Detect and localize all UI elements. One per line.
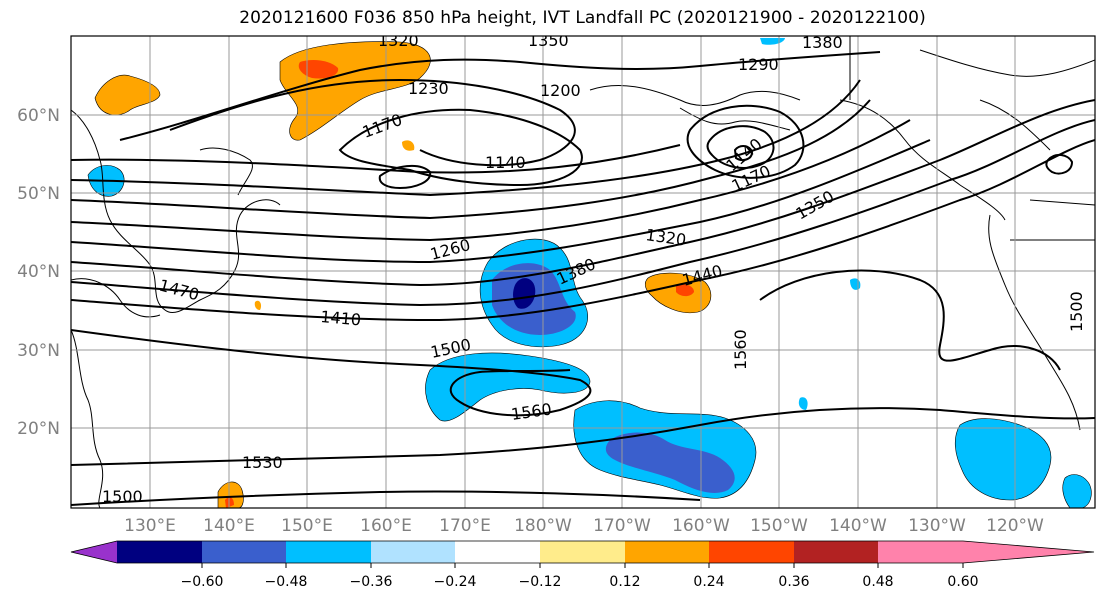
- contour-label-1530: 1530: [242, 453, 283, 472]
- lon-label-130e: 130°E: [124, 516, 176, 536]
- contour-label-1290: 1290: [738, 55, 779, 74]
- colorbar-segment: [455, 541, 540, 563]
- contour-label-1410: 1410: [320, 307, 362, 329]
- height-contours: [71, 51, 1095, 506]
- colorbar-tick-label: 0.60: [947, 574, 978, 590]
- colorbar-segment: [371, 541, 455, 563]
- lon-label-140w: 140°W: [829, 516, 887, 536]
- lon-label-160w: 160°W: [672, 516, 730, 536]
- map-title: 2020121600 F036 850 hPa height, IVT Land…: [239, 8, 926, 28]
- contour-label-1200: 1200: [540, 81, 581, 100]
- lon-label-170w: 170°W: [593, 516, 651, 536]
- contour-label-1140: 1140: [485, 153, 526, 172]
- contour-label-1320: 1320: [378, 31, 419, 50]
- contour-label-1380: 1380: [802, 33, 843, 52]
- lat-lon-grid: [71, 36, 1095, 508]
- colorbar-segment: [202, 541, 286, 563]
- colorbar-tick-label: −0.12: [519, 574, 562, 590]
- colorbar-tick-label: 0.12: [609, 574, 640, 590]
- lon-label-160e: 160°E: [360, 516, 412, 536]
- colorbar-ticks: [201, 563, 964, 568]
- contour-label-1500-east: 1500: [1067, 291, 1086, 332]
- lat-label-60n: 60°N: [17, 106, 60, 126]
- colorbar-arrow-over: [963, 541, 1094, 563]
- colorbar-segment: [878, 541, 963, 563]
- colorbar-tick-label: −0.60: [181, 574, 224, 590]
- colorbar-tick-label: −0.48: [265, 574, 308, 590]
- contour-label-1500-sw: 1500: [102, 487, 143, 506]
- lon-label-120w: 120°W: [986, 516, 1044, 536]
- map-frame: [70, 35, 1096, 509]
- colorbar-segment: [540, 541, 625, 563]
- lat-label-20n: 20°N: [17, 419, 60, 439]
- lat-label-40n: 40°N: [17, 262, 60, 282]
- lon-label-130w: 130°W: [908, 516, 966, 536]
- lon-label-150w: 150°W: [750, 516, 808, 536]
- colorbar-segment: [117, 541, 202, 563]
- longitude-labels: 130°E 140°E 150°E 160°E 170°E 180°W 170°…: [124, 516, 1044, 536]
- lon-label-150e: 150°E: [281, 516, 333, 536]
- coastlines: [71, 36, 1095, 508]
- colorbar-segment: [709, 541, 794, 563]
- contour-label-1230: 1230: [408, 79, 449, 98]
- lon-label-140e: 140°E: [203, 516, 255, 536]
- lon-label-180w: 180°W: [514, 516, 572, 536]
- colorbar: −0.60 −0.48 −0.36 −0.24 −0.12 0.12 0.24 …: [70, 540, 1095, 590]
- lat-label-50n: 50°N: [17, 184, 60, 204]
- colorbar-tick-label: 0.48: [862, 574, 893, 590]
- colorbar-arrow-under: [71, 541, 117, 563]
- colorbar-segment: [625, 541, 709, 563]
- colorbar-segment: [286, 541, 371, 563]
- negative-shading: [87, 38, 1092, 508]
- colorbar-tick-label: 0.36: [778, 574, 809, 590]
- colorbar-tick-label: 0.24: [693, 574, 724, 590]
- lon-label-170e: 170°E: [439, 516, 491, 536]
- contour-label-1560-east: 1560: [731, 329, 750, 370]
- latitude-labels: 60°N 50°N 40°N 30°N 20°N: [17, 106, 60, 439]
- lat-label-30n: 30°N: [17, 341, 60, 361]
- colorbar-tick-label: −0.24: [434, 574, 477, 590]
- contour-label-1350: 1350: [528, 31, 569, 50]
- colorbar-segment: [794, 541, 878, 563]
- colorbar-tick-label: −0.36: [350, 574, 393, 590]
